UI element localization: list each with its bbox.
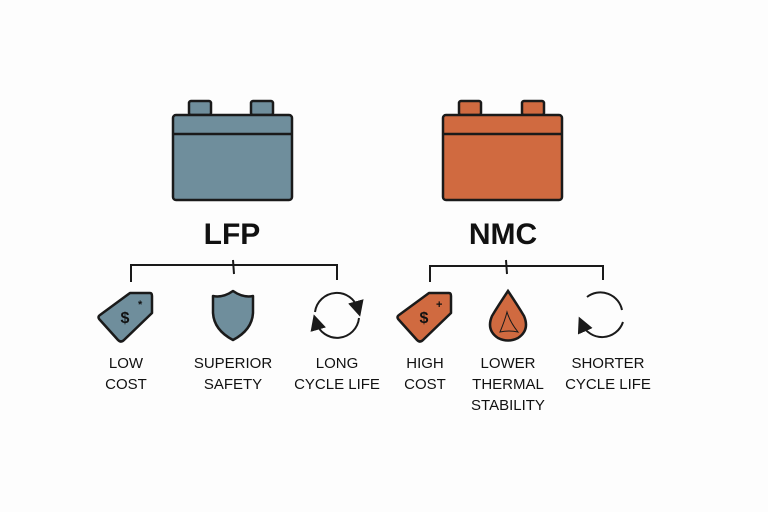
svg-text:+: + — [436, 299, 442, 311]
nmc-thermal-label: LOWER THERMAL STABILITY — [471, 355, 545, 414]
cycle-arrows-icon — [310, 291, 364, 339]
lfp-title: LFP — [203, 218, 261, 251]
svg-text:$: $ — [420, 310, 429, 327]
nmc-cycle-life-label: SHORTER CYCLE LIFE — [565, 355, 651, 393]
nmc-price-tag-icon: $ + — [396, 291, 453, 343]
partial-cycle-arrow-icon — [577, 291, 624, 339]
svg-text:*: * — [138, 299, 143, 311]
nmc-high-cost-label: HIGH COST — [404, 355, 446, 393]
lfp-cycle-life-label: LONG CYCLE LIFE — [294, 355, 380, 393]
nmc-bracket — [429, 259, 604, 282]
lfp-low-cost-label: LOW COST — [105, 355, 147, 393]
nmc-title: NMC — [468, 218, 538, 251]
shield-icon — [211, 289, 255, 342]
lfp-battery-icon — [171, 99, 294, 202]
svg-text:$: $ — [121, 310, 130, 327]
nmc-battery-icon — [441, 99, 564, 202]
flame-drop-icon — [488, 288, 528, 342]
lfp-safety-label: SUPERIOR SAFETY — [193, 355, 273, 393]
lfp-bracket — [130, 259, 338, 282]
lfp-price-tag-icon: $ * — [97, 291, 154, 343]
